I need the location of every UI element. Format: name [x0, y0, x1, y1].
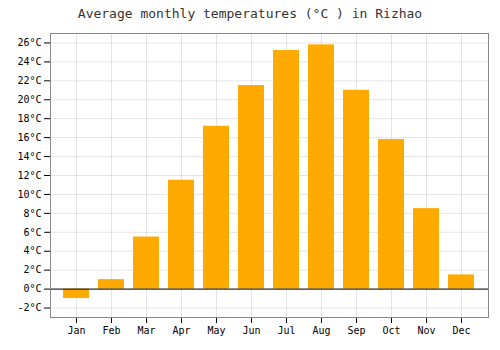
svg-text:-2°C: -2°C [17, 302, 41, 313]
svg-text:22°C: 22°C [17, 75, 41, 86]
svg-text:12°C: 12°C [17, 170, 41, 181]
svg-text:0°C: 0°C [23, 283, 41, 294]
svg-text:May: May [207, 325, 225, 336]
svg-text:Oct: Oct [382, 325, 400, 336]
svg-text:24°C: 24°C [17, 56, 41, 67]
svg-text:Jan: Jan [67, 325, 85, 336]
html-text:Average monthly temperatures (: Average monthly temperatures (°C ) in Ri… [77, 6, 423, 21]
svg-text:16°C: 16°C [17, 132, 41, 143]
svg-text:4°C: 4°C [23, 245, 41, 256]
svg-text:Dec: Dec [452, 325, 470, 336]
svg-text:6°C: 6°C [23, 227, 41, 238]
svg-text:Nov: Nov [417, 325, 435, 336]
svg-text:Jul: Jul [277, 325, 295, 336]
svg-text:Feb: Feb [102, 325, 120, 336]
svg-text:Mar: Mar [137, 325, 155, 336]
svg-text:18°C: 18°C [17, 113, 41, 124]
svg-text:Apr: Apr [172, 325, 190, 336]
svg-text:8°C: 8°C [23, 208, 41, 219]
svg-text:Sep: Sep [347, 325, 365, 336]
svg-text:20°C: 20°C [17, 94, 41, 105]
svg-text:10°C: 10°C [17, 189, 41, 200]
svg-text:Aug: Aug [312, 325, 330, 336]
svg-text:2°C: 2°C [23, 264, 41, 275]
svg-text:26°C: 26°C [17, 37, 41, 48]
svg-text:14°C: 14°C [17, 151, 41, 162]
svg-text:Jun: Jun [242, 325, 260, 336]
